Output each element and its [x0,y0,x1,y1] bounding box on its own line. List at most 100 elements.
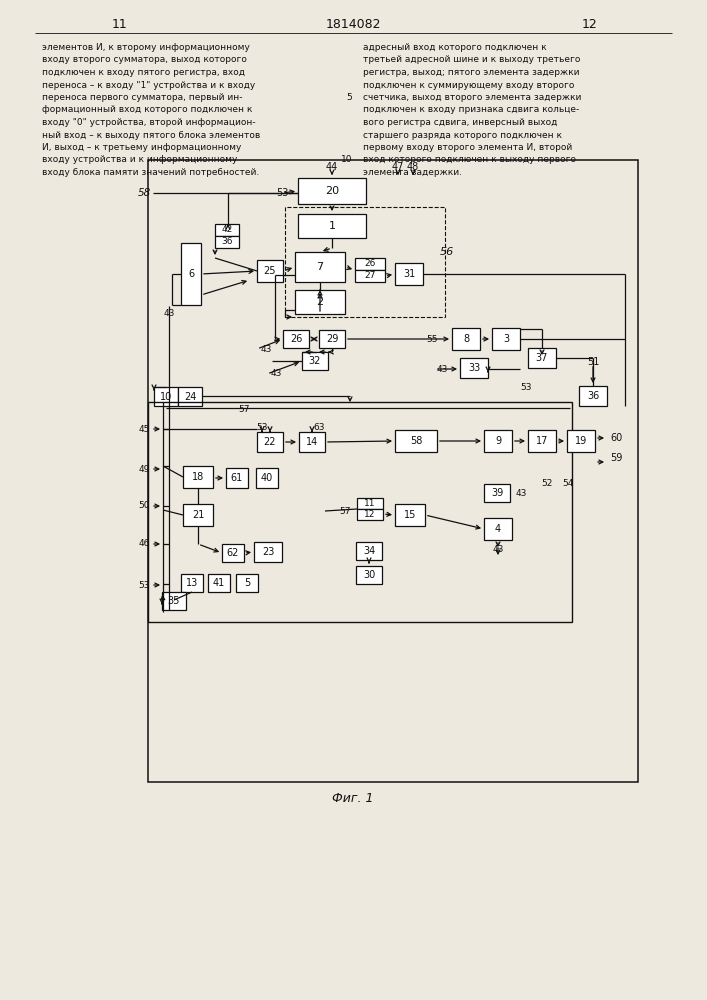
Text: 29: 29 [326,334,338,344]
Text: вого регистра сдвига, инверсный выход: вого регистра сдвига, инверсный выход [363,118,557,127]
Bar [299,432,325,452]
Text: 54: 54 [562,480,573,488]
Text: 53: 53 [520,383,532,392]
Bar [148,160,638,782]
Bar [528,430,556,452]
Bar [257,432,283,452]
Bar [181,243,201,305]
Text: 27: 27 [364,271,375,280]
Bar [256,468,278,488]
Text: вход которого подключен к выходу первого: вход которого подключен к выходу первого [363,155,576,164]
Text: 44: 44 [326,162,338,172]
Bar [295,252,345,282]
Text: 7: 7 [317,262,324,272]
Text: Фиг. 1: Фиг. 1 [332,792,374,804]
Text: 10: 10 [341,155,352,164]
Text: 58: 58 [410,436,422,446]
Bar [298,178,366,204]
Text: 49: 49 [139,464,150,474]
Bar [183,504,213,526]
Bar [178,387,202,406]
Text: входу "0" устройства, второй информацион-: входу "0" устройства, второй информацион… [42,118,256,127]
Text: 18: 18 [192,472,204,482]
Text: 43: 43 [271,369,282,378]
Text: счетчика, выход второго элемента задержки: счетчика, выход второго элемента задержк… [363,93,581,102]
Text: 58: 58 [138,188,151,198]
Text: 4: 4 [495,524,501,534]
Text: 43: 43 [516,488,527,497]
Bar [357,509,383,520]
Bar [226,468,248,488]
Text: 9: 9 [495,436,501,446]
Text: 41: 41 [213,578,225,588]
Bar [579,386,607,406]
Text: 55: 55 [426,336,438,344]
Text: 26: 26 [364,259,375,268]
Bar [484,518,512,540]
Text: 63: 63 [313,424,325,432]
Text: 5: 5 [346,93,352,102]
Bar [484,430,512,452]
Bar [236,574,258,592]
Text: 37: 37 [536,353,548,363]
Bar [215,236,239,248]
Text: подключен к суммирующему входу второго: подключен к суммирующему входу второго [363,81,574,90]
Text: ный вход – к выходу пятого блока элементов: ный вход – к выходу пятого блока элемент… [42,130,260,139]
Text: 42: 42 [221,226,233,234]
Text: 48: 48 [407,162,419,172]
Text: 51: 51 [587,357,600,367]
Text: 56: 56 [440,247,454,257]
Bar [356,566,382,584]
Bar [215,224,239,236]
Text: 1: 1 [329,221,336,231]
Text: 43: 43 [261,344,272,354]
Text: 46: 46 [139,540,150,548]
Text: 57: 57 [238,404,250,414]
Text: 19: 19 [575,436,587,446]
Text: переноса – к входу "1" устройства и к входу: переноса – к входу "1" устройства и к вх… [42,81,255,90]
Text: 15: 15 [404,510,416,520]
Text: 36: 36 [221,237,233,246]
Text: входу устройства и к информационному: входу устройства и к информационному [42,155,238,164]
Text: 21: 21 [192,510,204,520]
Bar [356,542,382,560]
Text: 5: 5 [244,578,250,588]
Text: 45: 45 [139,424,150,434]
Text: первому входу второго элемента И, второй: первому входу второго элемента И, второй [363,143,572,152]
Text: 25: 25 [264,266,276,276]
Bar [567,430,595,452]
Text: 43: 43 [163,310,175,318]
Text: 43: 43 [437,364,448,373]
Text: И, выход – к третьему информационному: И, выход – к третьему информационному [42,143,241,152]
Bar [254,542,282,562]
Bar [460,358,488,378]
Bar [395,504,425,526]
Text: третьей адресной шине и к выходу третьего: третьей адресной шине и к выходу третьег… [363,55,580,64]
Bar [395,263,423,285]
Text: регистра, выход; пятого элемента задержки: регистра, выход; пятого элемента задержк… [363,68,580,77]
Text: 43: 43 [492,545,503,554]
Text: 23: 23 [262,547,274,557]
Bar [283,330,309,348]
Text: переноса первого сумматора, первый ин-: переноса первого сумматора, первый ин- [42,93,243,102]
Text: 14: 14 [306,437,318,447]
Text: входу блока памяти значений потребностей.: входу блока памяти значений потребностей… [42,168,259,177]
Text: 47: 47 [392,162,404,172]
Text: 52: 52 [542,480,553,488]
Text: 30: 30 [363,570,375,580]
Text: 34: 34 [363,546,375,556]
Bar [222,544,244,562]
Bar [355,270,385,282]
Text: 3: 3 [503,334,509,344]
Bar [183,466,213,488]
Text: 20: 20 [325,186,339,196]
Text: 10: 10 [160,391,172,401]
Bar [181,574,203,592]
Bar [395,430,437,452]
Text: 6: 6 [188,269,194,279]
Text: 11: 11 [112,17,128,30]
Text: 57: 57 [339,506,351,516]
Text: 39: 39 [491,488,503,498]
Bar [302,352,328,370]
Bar [148,402,572,622]
